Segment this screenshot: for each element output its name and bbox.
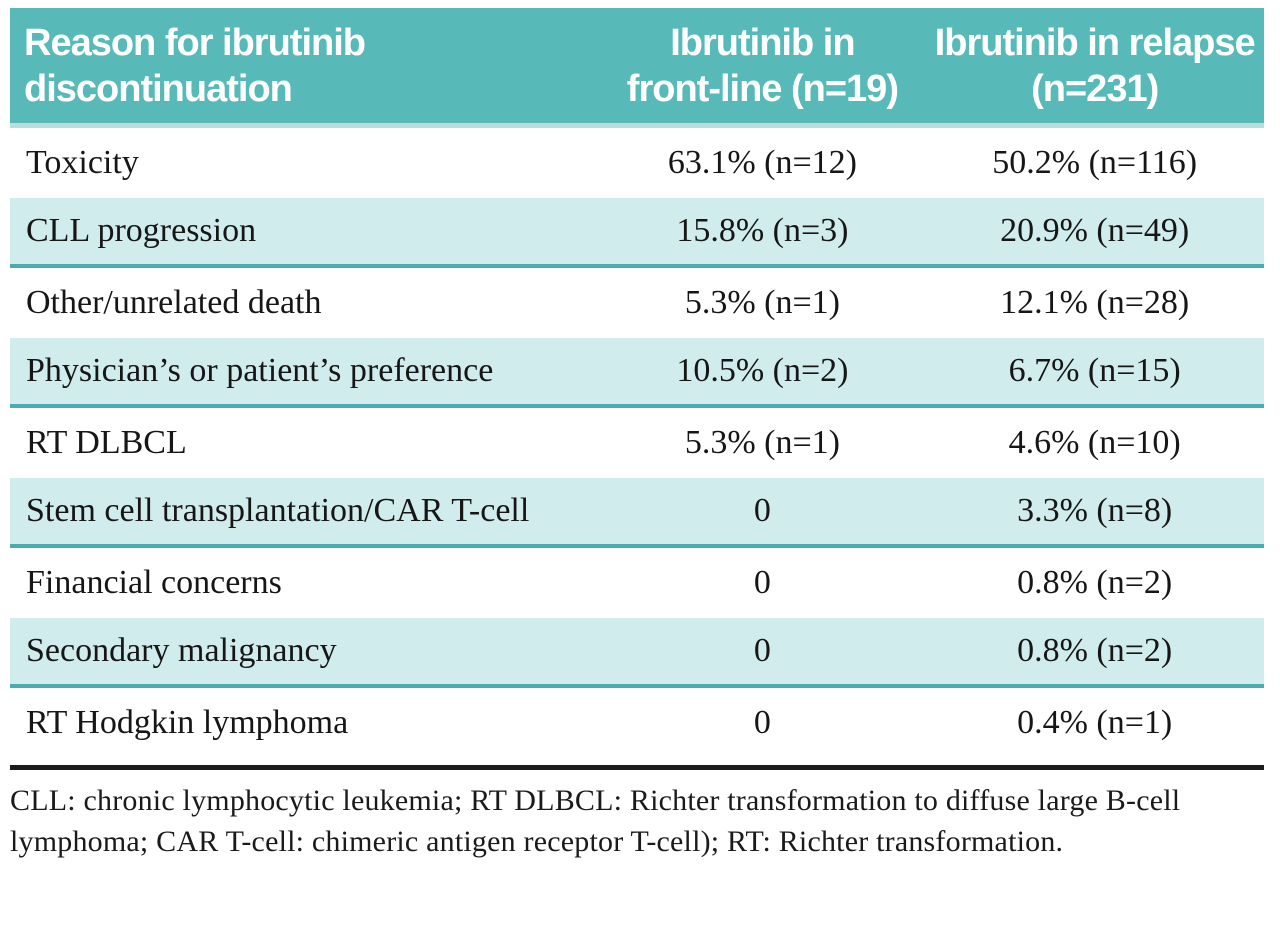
relapse-cell: 20.9% (n=49) — [1000, 212, 1190, 249]
table-row: RT DLBCL 5.3% (n=1) 4.6% (n=10) — [10, 408, 1264, 478]
reason-cell: RT DLBCL — [26, 424, 187, 461]
reason-cell: Secondary malignancy — [26, 632, 337, 669]
abbreviations-footnote: CLL: chronic lymphocytic leukemia; RT DL… — [10, 765, 1264, 862]
header-relapse: Ibrutinib in relapse (n=231) — [934, 21, 1256, 110]
relapse-cell: 6.7% (n=15) — [1008, 352, 1181, 389]
header-frontline: Ibrutinib in front-line (n=19) — [626, 21, 899, 110]
frontline-cell: 0 — [753, 632, 771, 669]
relapse-cell: 0.4% (n=1) — [1017, 704, 1173, 741]
frontline-cell: 0 — [753, 492, 771, 529]
relapse-cell: 4.6% (n=10) — [1008, 424, 1181, 461]
table-row: Toxicity 63.1% (n=12) 50.2% (n=116) — [10, 128, 1264, 198]
reason-cell: RT Hodgkin lymphoma — [26, 704, 349, 741]
reason-cell: CLL progression — [26, 212, 257, 249]
relapse-cell: 3.3% (n=8) — [1017, 492, 1173, 529]
relapse-cell: 12.1% (n=28) — [1000, 284, 1190, 321]
frontline-cell: 5.3% (n=1) — [684, 284, 840, 321]
relapse-cell: 0.8% (n=2) — [1017, 632, 1173, 669]
table-row: Financial concerns 0 0.8% (n=2) — [10, 548, 1264, 618]
reason-cell: Financial concerns — [26, 564, 282, 601]
table-row: Stem cell transplantation/CAR T-cell 0 3… — [10, 478, 1264, 548]
frontline-cell: 0 — [753, 564, 771, 601]
table-row: CLL progression 15.8% (n=3) 20.9% (n=49) — [10, 198, 1264, 268]
reason-cell: Other/unrelated death — [26, 284, 322, 321]
frontline-cell: 63.1% (n=12) — [667, 144, 857, 181]
reason-cell: Physician’s or patient’s preference — [26, 352, 494, 389]
frontline-cell: 10.5% (n=2) — [676, 352, 849, 389]
reason-cell: Toxicity — [26, 144, 139, 181]
frontline-cell: 0 — [753, 704, 771, 741]
table-row: Other/unrelated death 5.3% (n=1) 12.1% (… — [10, 268, 1264, 338]
frontline-cell: 15.8% (n=3) — [676, 212, 849, 249]
table-row: RT Hodgkin lymphoma 0 0.4% (n=1) — [10, 688, 1264, 758]
frontline-cell: 5.3% (n=1) — [684, 424, 840, 461]
reason-cell: Stem cell transplantation/CAR T-cell — [26, 492, 530, 529]
table-row: Physician’s or patient’s preference 10.5… — [10, 338, 1264, 408]
relapse-cell: 50.2% (n=116) — [992, 144, 1198, 181]
table-header-row: Reason for ibrutinib discontinuation Ibr… — [10, 8, 1264, 128]
header-reason: Reason for ibrutinib discontinuation — [24, 21, 366, 110]
table-row: Secondary malignancy 0 0.8% (n=2) — [10, 618, 1264, 688]
discontinuation-table: Reason for ibrutinib discontinuation Ibr… — [10, 8, 1264, 862]
relapse-cell: 0.8% (n=2) — [1017, 564, 1173, 601]
